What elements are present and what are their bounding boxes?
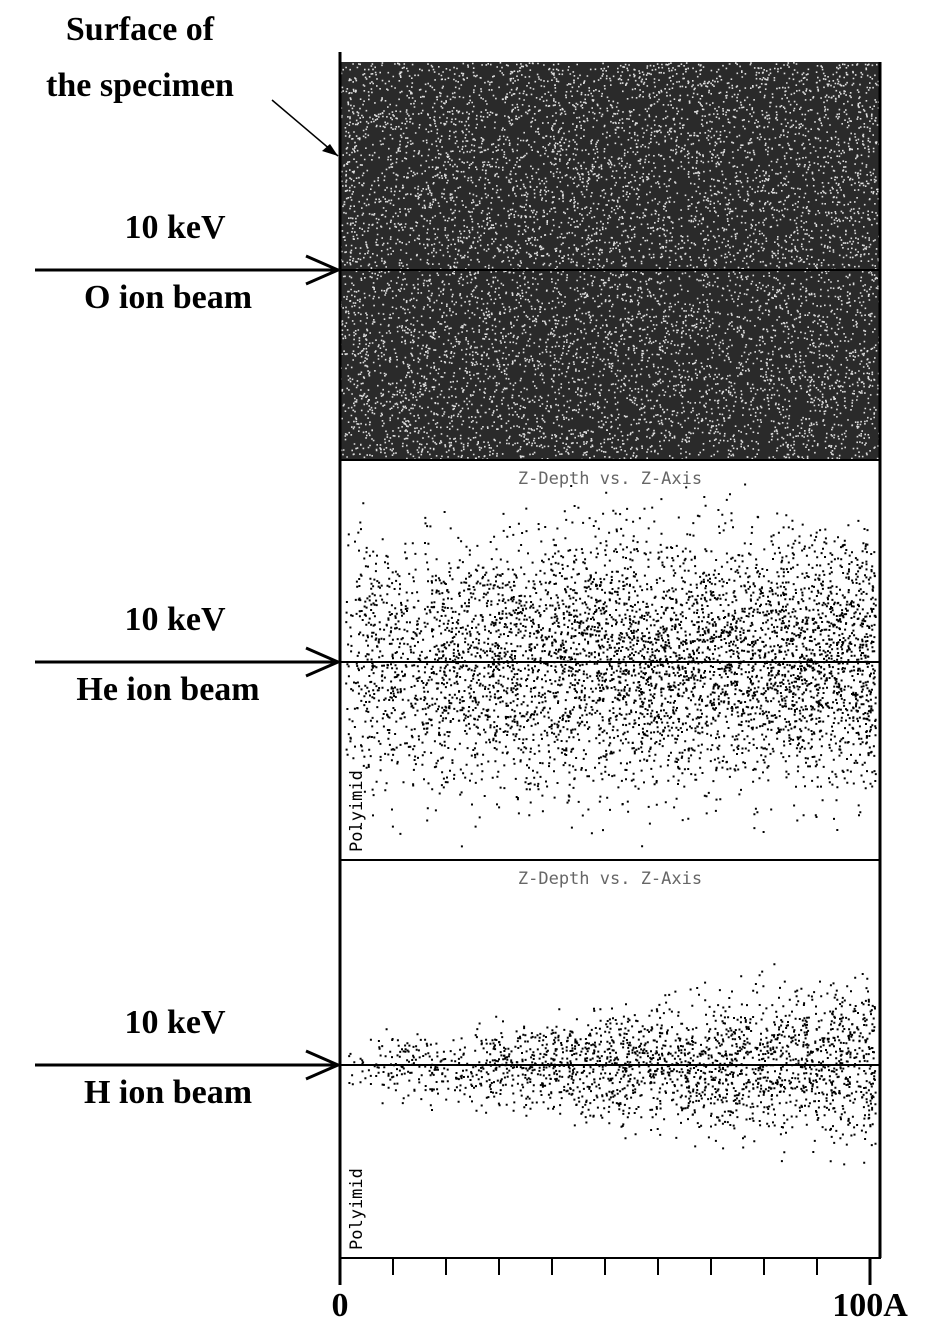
depth-axis: 0 100A — [332, 1257, 908, 1322]
beam-ion: O ion beam — [84, 279, 252, 316]
arrow-head — [305, 1049, 342, 1081]
beam-energy: 10 keV — [124, 1004, 226, 1041]
arrow-head — [305, 646, 342, 678]
panel-title: Z-Depth vs. Z-Axis — [518, 869, 702, 889]
arrow-head — [322, 144, 338, 156]
beam-energy: 10 keV — [124, 601, 226, 638]
speckle — [340, 62, 882, 462]
material-label: Polyimid — [347, 1168, 367, 1250]
axis-start-label: 0 — [332, 1287, 349, 1322]
beam-labels: 10 keV O ion beam 10 keV He ion beam 10 keV H… — [35, 209, 880, 1111]
ion-track-dots — [345, 483, 877, 848]
beam-ion: He ion beam — [76, 671, 259, 708]
panel-background — [340, 62, 880, 460]
panels: Z-Depth vs. Z-Axis Polyimid Z-Depth vs. Z-… — [339, 62, 882, 1259]
beam-energy: 10 keV — [124, 209, 226, 246]
panel-frame — [339, 859, 881, 1259]
axis-end-label: 100A — [832, 1287, 908, 1322]
surface-label: the specimen — [46, 67, 234, 104]
surface-label: Surface of — [66, 11, 215, 48]
panel-title: Z-Depth vs. Z-Axis — [518, 469, 702, 489]
arrow-head — [305, 254, 342, 286]
beam-ion: H ion beam — [84, 1074, 252, 1111]
material-label: Polyimid — [347, 770, 367, 852]
